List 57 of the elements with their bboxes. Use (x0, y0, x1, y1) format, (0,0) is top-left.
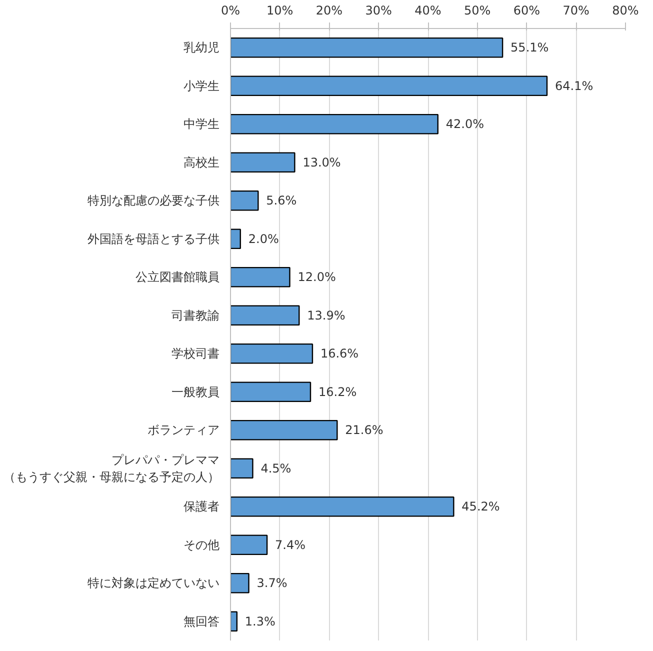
x-tick-label: 60% (513, 4, 540, 18)
y-tick-label: ボランティア (148, 423, 220, 438)
bar (230, 37, 504, 58)
x-tick-label: 40% (414, 4, 442, 18)
data-label: 16.2% (318, 384, 357, 399)
bar (230, 496, 454, 517)
bar (230, 420, 338, 440)
bar (230, 152, 296, 173)
bar (230, 572, 250, 594)
x-tick-label: 0% (220, 4, 240, 18)
y-tick-label: 保護者 (184, 500, 220, 514)
y-tick-label: 学校司書 (172, 346, 220, 361)
data-label: 21.6% (345, 423, 384, 438)
bar (230, 534, 268, 556)
data-label: 5.6% (266, 194, 297, 208)
bar (230, 76, 548, 96)
bar (230, 190, 259, 211)
data-label: 42.0% (446, 117, 484, 132)
data-label: 3.7% (256, 576, 288, 590)
data-label: 12.0% (298, 270, 336, 284)
data-label: 64.1% (554, 78, 594, 93)
y-tick-label: その他 (184, 538, 220, 552)
data-label: 2.0% (248, 232, 279, 246)
bar (230, 114, 438, 134)
y-tick-label: 特に対象は定めていない (88, 576, 220, 590)
y-tick-label: 中学生 (184, 117, 220, 132)
bar (230, 266, 290, 288)
y-tick-label: プレパパ・プレママ（もうすぐ父親・母親になる予定の人） (4, 452, 220, 484)
y-tick-label: 一般教員 (172, 384, 220, 399)
data-label: 16.6% (320, 346, 359, 361)
data-label: 55.1% (510, 40, 549, 55)
data-label: 1.3% (244, 614, 276, 628)
bar (230, 305, 300, 326)
bar (230, 611, 238, 632)
y-tick-label: 無回答 (184, 614, 220, 628)
x-tick-label: 30% (365, 4, 392, 18)
x-tick-label: 50% (464, 4, 491, 18)
y-tick-label: 小学生 (184, 78, 220, 93)
y-tick-label: 公立図書館職員 (136, 270, 220, 284)
y-tick-label: 高校生 (184, 155, 220, 170)
y-tick-label: 特別な配慮の必要な子供 (88, 194, 220, 208)
x-tick-label: 20% (316, 4, 343, 18)
x-tick-label: 80% (612, 4, 639, 18)
data-label: 45.2% (462, 500, 500, 514)
y-tick-label: 司書教諭 (172, 308, 220, 322)
y-tick-label: 外国語を母語とする子供 (88, 232, 220, 246)
data-label: 13.0% (302, 155, 341, 170)
bar (230, 228, 241, 250)
x-tick-label: 10% (266, 4, 294, 18)
y-tick-label: 乳幼児 (184, 40, 220, 55)
bar (230, 382, 312, 402)
data-label: 7.4% (275, 538, 306, 552)
bar (230, 343, 314, 364)
data-label: 13.9% (307, 308, 346, 322)
bar (230, 458, 254, 479)
x-tick-label: 70% (562, 4, 590, 18)
data-label: 4.5% (260, 461, 292, 476)
